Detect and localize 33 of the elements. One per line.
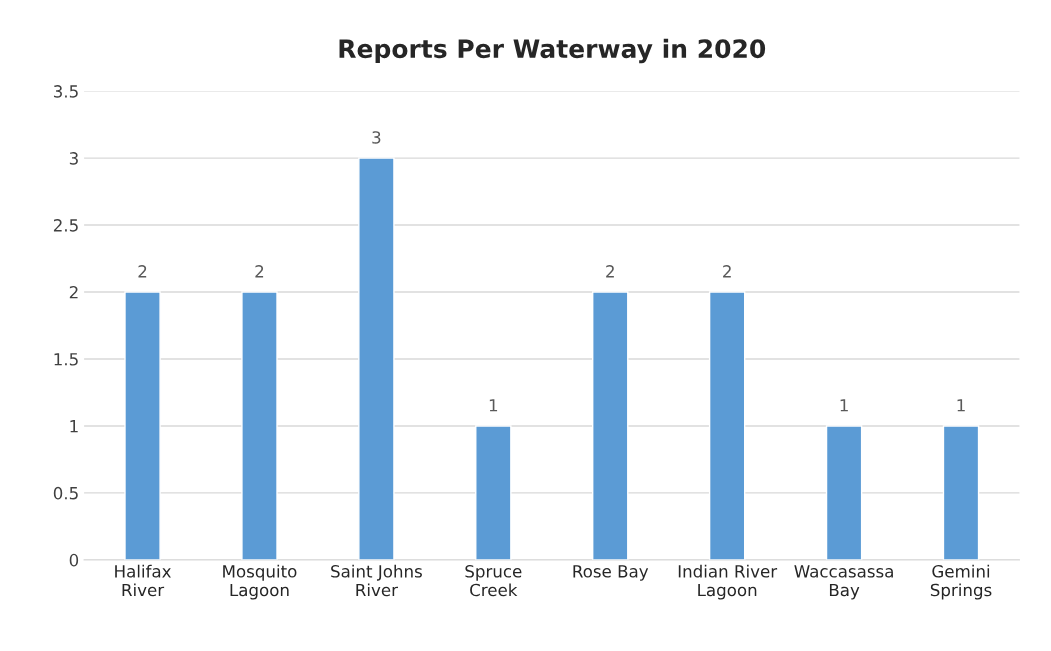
bar — [475, 425, 512, 560]
bar — [592, 291, 629, 560]
y-tick-label: 2 — [69, 285, 78, 299]
data-label: 1 — [957, 399, 965, 412]
bar — [708, 291, 746, 560]
x-tick-label: Rose Bay — [573, 565, 649, 581]
x-tick-label: Saint Johns River — [331, 564, 422, 597]
y-tick-label: 2.5 — [53, 219, 78, 232]
y-tick-label: 1.5 — [54, 353, 78, 366]
x-tick-label: Halifax River — [115, 564, 171, 597]
data-label: 1 — [489, 399, 498, 412]
data-label: 2 — [255, 265, 264, 278]
data-label: 2 — [723, 265, 731, 278]
data-label: 1 — [840, 399, 848, 412]
x-tick-label: Mosquito Lagoon — [223, 564, 297, 600]
bar — [358, 157, 395, 560]
x-tick-label: Spruce Creek — [465, 565, 522, 597]
data-label: 2 — [606, 265, 614, 278]
x-tick-label: Indian River Lagoon — [678, 564, 778, 600]
data-label: 2 — [138, 265, 147, 278]
data-label: 3 — [372, 131, 381, 144]
y-tick-label: 0.5 — [53, 486, 78, 500]
x-tick-label: Waccasassa Bay — [794, 565, 893, 600]
y-tick-label: 0 — [69, 553, 79, 567]
chart-title: Reports Per Waterway in 2020 — [339, 38, 766, 64]
bar — [241, 291, 278, 560]
x-tick-label: Gemini Springs — [930, 564, 992, 600]
y-tick-label: 3 — [69, 152, 78, 165]
bar — [124, 291, 161, 560]
bar — [825, 425, 863, 560]
y-tick-label: 1 — [70, 420, 78, 433]
bar — [942, 425, 980, 560]
y-tick-label: 3.5 — [53, 85, 78, 98]
